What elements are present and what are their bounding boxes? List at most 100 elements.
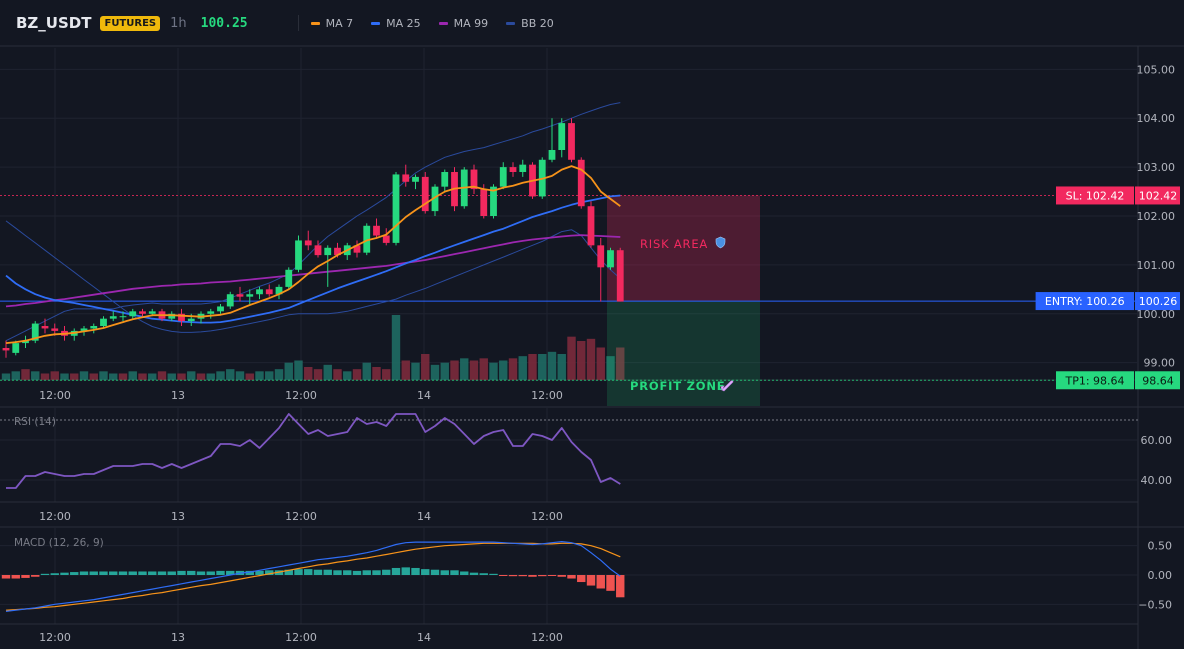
candle-body [577,159,585,207]
macd-histogram-bar [226,570,235,575]
volume-bar [235,371,245,380]
risk-area-label: RISK AREA [640,237,708,251]
volume-bar [255,371,264,380]
candle [295,235,302,273]
macd-histogram-bar [430,569,440,575]
macd-histogram-bar [528,575,537,577]
macd-time-tick: 12:00 [39,631,71,644]
macd-histogram-bar [284,569,293,575]
candle [265,284,273,297]
candle-body [470,169,478,190]
price-axis-tick: 103.00 [1137,161,1176,174]
volume-bar [313,369,323,380]
candle [587,201,595,248]
macd-signal-line [5,542,621,611]
candle-body [548,150,556,160]
interval-button[interactable]: 1h [170,15,187,31]
candle [207,308,215,319]
candle-body [509,167,517,172]
volume-bar [226,369,235,380]
volume-bar [196,373,206,380]
candle [119,311,127,322]
macd-time-tick: 14 [417,631,431,644]
candle-body [616,250,624,302]
candle [129,308,137,319]
macd-histogram-bar [401,567,410,575]
macd-histogram-bar [362,570,371,575]
macd-histogram-bar [616,575,625,598]
time-axis-tick: 12:00 [39,389,71,402]
macd-histogram-bar [450,570,459,575]
legend-bb20[interactable]: BB 20 [506,17,554,30]
macd-histogram-bar [206,571,215,575]
candle [12,340,20,356]
volume-bar [118,373,128,380]
candle-body [304,240,312,246]
last-price: 100.25 [200,15,248,31]
rsi-title: RSI (14) [14,416,56,428]
volume-bar [411,362,420,380]
macd-histogram-bar [60,572,69,575]
candle-body [129,311,137,317]
volume-bar [304,367,313,380]
entry-tag-label: ENTRY: 100.26 [1045,295,1125,308]
volume-bar [187,371,196,380]
volume-bar [508,358,518,380]
volume-bar [518,356,527,380]
candle [470,164,478,194]
macd-histogram-bar [586,575,596,586]
candle [412,174,419,190]
candle-body [421,176,429,212]
candle [314,240,322,258]
macd-histogram-bar [109,571,118,575]
rsi-time-tick: 12:00 [39,510,71,523]
price-axis-tick: 102.00 [1137,210,1176,223]
volume-bar [1,373,11,380]
volume-bar [216,371,225,380]
macd-histogram-bar [323,569,332,575]
chart-header: BZ_USDT FUTURES 1h 100.25 MA 7 MA 25 MA … [0,0,1184,46]
macd-histogram-bar [304,569,313,575]
price-axis-tick: 104.00 [1137,112,1176,125]
futures-badge: FUTURES [100,15,161,31]
macd-histogram-bar [138,571,147,575]
candle-body [363,225,371,253]
macd-histogram-bar [177,570,186,575]
legend-ma99[interactable]: MA 99 [438,17,488,30]
macd-histogram-bar [294,569,303,575]
candle-body [285,269,293,287]
candle-body [168,313,176,319]
symbol-label[interactable]: BZ_USDT [16,14,92,32]
legend-label: BB 20 [521,16,554,30]
legend-ma7[interactable]: MA 7 [310,17,353,30]
macd-histogram-bar [547,575,557,576]
candle [70,328,78,341]
candle-body [226,294,234,307]
candle [558,118,566,158]
candle [31,321,39,344]
volume-bar [616,347,625,380]
legend-swatch [310,21,320,25]
macd-histogram-bar [518,575,527,577]
rsi-axis-tick: 60.00 [1141,434,1173,447]
candle-body [236,294,244,297]
entry-axis-value: 100.26 [1139,295,1178,308]
volume-bar [167,373,176,380]
volume-bar [606,356,615,380]
candle [285,267,293,290]
volume-bar [50,371,59,380]
rsi-time-tick: 13 [171,510,185,523]
volume-bar [352,369,362,380]
candle-body [217,306,224,312]
ma7-line [5,165,621,344]
macd-histogram-bar [128,571,137,575]
candle-body [334,247,341,256]
rsi-time-tick: 14 [417,510,431,523]
macd-title: MACD (12, 26, 9) [14,537,104,549]
macd-pane: MACD (12, 26, 9) 0.50 0.00 −0.50 12:00 13 12:0… [0,528,1172,644]
candle [548,118,556,163]
entry-axis-badge [1135,292,1180,311]
legend-ma25[interactable]: MA 25 [371,17,421,30]
volume-bar [60,373,69,380]
